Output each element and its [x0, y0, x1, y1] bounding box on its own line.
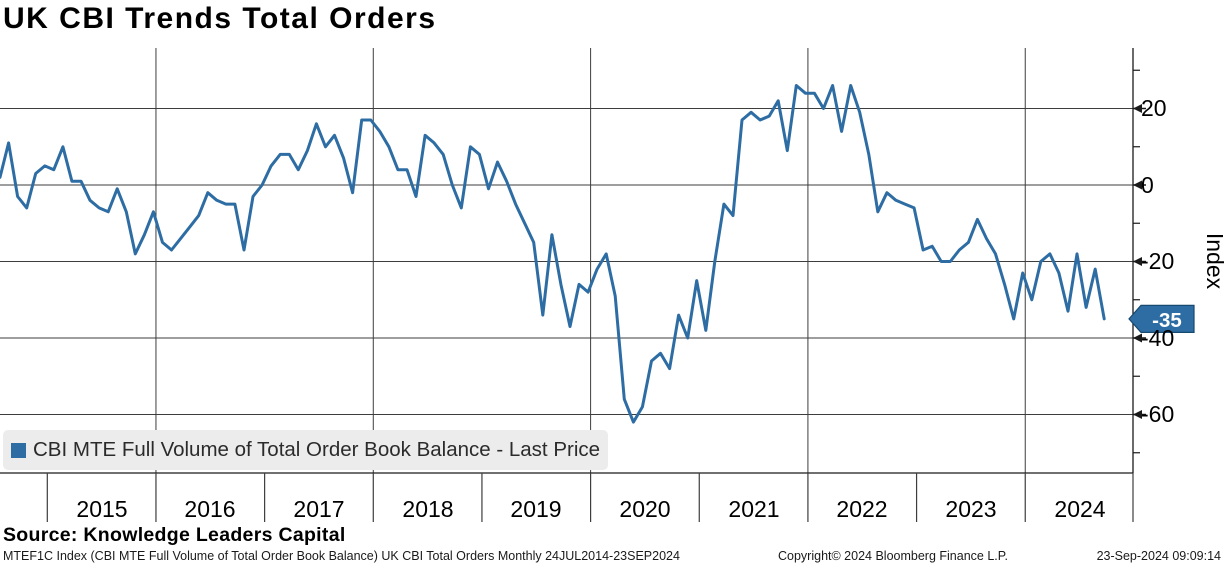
x-tick-2021: 2021: [728, 496, 779, 522]
x-tick-2024: 2024: [1054, 496, 1105, 522]
legend-series-swatch: [11, 442, 26, 458]
legend: CBI MTE Full Volume of Total Order Book …: [3, 430, 608, 470]
price-line: [0, 84, 1106, 424]
y-tick-n20: -20: [1141, 248, 1174, 274]
last-price-badge-label: -35: [1152, 309, 1182, 332]
legend-series-label: CBI MTE Full Volume of Total Order Book …: [33, 438, 601, 461]
ticker-description: MTEF1C Index (CBI MTE Full Volume of Tot…: [3, 549, 680, 563]
x-tick-2017: 2017: [293, 496, 344, 522]
y-tick-n60: -60: [1141, 401, 1174, 427]
x-tick-2019: 2019: [510, 496, 561, 522]
y-tick-n40: -40: [1141, 325, 1174, 351]
last-price-badge: [1128, 304, 1195, 333]
y-tick-0: 0: [1141, 172, 1154, 198]
footer: MTEF1C Index (CBI MTE Full Volume of Tot…: [0, 549, 1224, 566]
copyright-notice: Copyright© 2024 Bloomberg Finance L.P.: [778, 549, 1008, 563]
source-caption: Source: Knowledge Leaders Capital: [3, 524, 346, 546]
x-tick-2020: 2020: [619, 496, 670, 522]
chart-title: UK CBI Trends Total Orders: [3, 2, 437, 35]
timestamp: 23-Sep-2024 09:09:14: [1096, 549, 1221, 563]
y-tick-20: 20: [1141, 95, 1167, 121]
x-tick-2016: 2016: [184, 496, 235, 522]
x-tick-2015: 2015: [76, 496, 127, 522]
x-tick-2022: 2022: [836, 496, 887, 522]
y-axis-title: Index: [1202, 233, 1224, 290]
x-tick-2023: 2023: [945, 496, 996, 522]
x-tick-2018: 2018: [402, 496, 453, 522]
